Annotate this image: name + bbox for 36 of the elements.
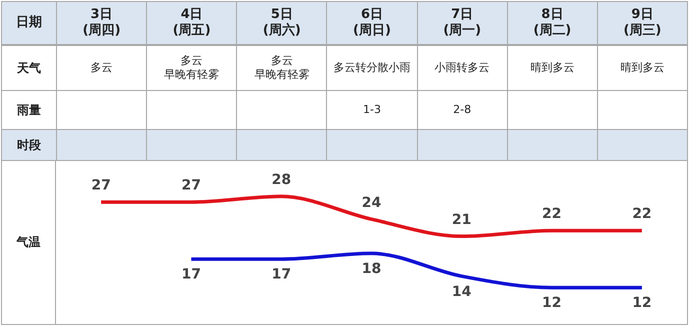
text: 早晚有轻雾: [254, 68, 310, 81]
data-label: 21: [452, 212, 472, 228]
x-tick-label: 6日 (周日): [326, 2, 418, 44]
data-label: 17: [181, 266, 201, 283]
x-tick-label: 3日 (周四): [56, 2, 147, 44]
data-label: 17: [272, 266, 292, 283]
data-label: 22: [632, 206, 652, 222]
data-label: 12: [632, 295, 652, 312]
category-label: 雨量: [17, 103, 41, 117]
text: 多云: [180, 54, 203, 67]
x-axis-title: 日期: [2, 2, 56, 44]
text: 小雨转多云: [434, 61, 490, 74]
text: 多云转分散小雨: [333, 61, 410, 74]
data-label: 28: [272, 172, 292, 188]
text: 早晚有轻雾: [164, 68, 220, 81]
text: 晴到多云: [620, 61, 664, 74]
data-label: 22: [542, 206, 562, 222]
text: 晴到多云: [530, 61, 574, 74]
x-tick-label: 8日 (周二): [507, 2, 598, 44]
y-axis-title: 气温: [2, 161, 56, 324]
category-label: 天气: [17, 61, 41, 75]
text: 多云: [270, 54, 293, 67]
data-label: 12: [542, 295, 562, 312]
text: 2-8: [453, 103, 472, 116]
data-label: 14: [452, 284, 472, 300]
x-tick-label: 7日 (周一): [417, 2, 508, 44]
data-label: 24: [362, 194, 382, 211]
text: 1-3: [363, 103, 381, 116]
data-label: 27: [91, 178, 111, 194]
data-label: 18: [362, 261, 382, 278]
x-tick-label: 4日 (周五): [146, 2, 237, 44]
x-tick-label: 9日 (周三): [597, 2, 688, 44]
category-label: 时段: [17, 138, 41, 152]
data-label: 27: [181, 178, 201, 194]
x-tick-label: 5日 (周六): [236, 2, 327, 44]
text: 多云: [90, 61, 113, 74]
